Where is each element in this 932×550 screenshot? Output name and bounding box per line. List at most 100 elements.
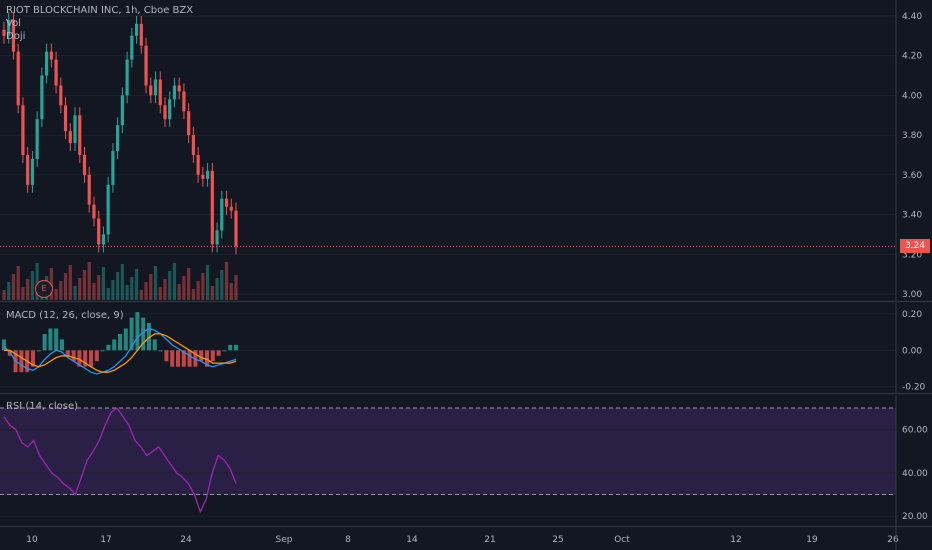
rsi-legend: RSI (14, close) [6, 400, 78, 413]
volume-bar [82, 270, 87, 300]
candle-body [201, 174, 205, 179]
candle-body [163, 105, 167, 120]
candle-body [149, 85, 153, 96]
candle-body [63, 105, 68, 132]
candle-body [182, 91, 186, 112]
candle-body [111, 151, 115, 185]
volume-bar [68, 265, 72, 300]
volume-bar [139, 290, 143, 300]
macd-histogram-bar [141, 317, 146, 351]
candle-body [101, 234, 106, 245]
macd-tick-label: -0.20 [902, 383, 926, 393]
price-tick-label: 3.80 [902, 131, 922, 141]
rsi-pane[interactable]: 60.00 40.00 20.00 RSI (14, close) [0, 395, 932, 527]
macd-histogram-bar [170, 350, 175, 367]
candle-body [234, 210, 238, 247]
volume-bar [191, 289, 195, 300]
macd-histogram-bar [164, 350, 169, 362]
rsi-tick-label: 40.00 [902, 469, 928, 479]
time-axis[interactable]: 10 17 24 Sep 8 14 21 25 Oct 12 19 26 [0, 527, 932, 550]
candle-body [144, 45, 148, 86]
rsi-band-fill [0, 407, 896, 495]
candle-body [139, 23, 143, 46]
indicator-doji-label: Doji [6, 31, 26, 42]
macd-line [3, 327, 237, 375]
price-tick-label: 4.40 [902, 12, 922, 22]
volume-bar [182, 276, 186, 300]
macd-histogram-bar [31, 350, 35, 367]
time-tick-label: 25 [552, 535, 563, 545]
time-tick-label: 19 [806, 535, 818, 545]
candle-body [2, 29, 6, 36]
volume-bar [144, 282, 148, 300]
volume-bar [97, 275, 101, 300]
volume-bar [168, 271, 172, 300]
candle-body [205, 170, 210, 179]
volume-bar [158, 287, 162, 300]
time-axis-canvas[interactable]: 10 17 24 Sep 8 14 21 25 Oct 12 19 26 [0, 527, 932, 550]
price-tick-label: 3.60 [902, 171, 922, 181]
candle-body [54, 59, 58, 86]
macd-label: MACD (12, 26, close, 9) [6, 310, 124, 321]
candle-body [215, 230, 219, 245]
candle-body [196, 154, 200, 175]
candle-body [78, 115, 82, 155]
macd-histogram-bar [193, 350, 198, 367]
price-chart-canvas[interactable]: 4.40 4.20 4.00 3.80 3.60 3.40 3.20 3.00 [0, 0, 932, 302]
volume-bar [111, 280, 115, 300]
price-legend: RIOT BLOCKCHAIN INC, 1h, Cboe BZX Vol Do… [6, 4, 193, 43]
rsi-chart-canvas[interactable]: 60.00 40.00 20.00 [0, 395, 932, 527]
candle-body [26, 154, 30, 185]
time-tick-label: 21 [484, 535, 495, 545]
volume-bar [7, 282, 11, 300]
macd-histogram-bar [199, 350, 204, 362]
time-tick-label: 24 [180, 535, 192, 545]
volume-bar [215, 278, 219, 300]
candle-body [116, 125, 120, 151]
macd-histogram-bar [106, 344, 111, 351]
candle-body [7, 19, 11, 36]
candle-body [158, 79, 162, 106]
macd-histogram-bar [205, 350, 209, 367]
volume-bar [201, 273, 205, 300]
candle-body [40, 75, 44, 120]
candle-body [210, 170, 214, 245]
indicator-vol-label: Vol [6, 18, 21, 29]
volume-bar [224, 262, 229, 300]
volume-bar [196, 281, 200, 300]
macd-histogram-bar [94, 350, 99, 362]
volume-bar [116, 272, 120, 300]
volume-bar [130, 277, 134, 300]
candle-body [125, 59, 129, 96]
macd-histogram-bar [129, 317, 134, 351]
macd-histogram-bar [112, 339, 117, 351]
volume-bar [120, 264, 124, 300]
macd-histogram-bar [19, 350, 24, 373]
macd-histogram-bar [147, 323, 151, 351]
candle-body [153, 79, 158, 96]
macd-tick-label: 0.00 [902, 346, 922, 356]
macd-histogram-bar [234, 344, 238, 351]
signal-line [4, 333, 237, 373]
price-pane[interactable]: 4.40 4.20 4.00 3.80 3.60 3.40 3.20 3.00 RIOT BL… [0, 0, 932, 302]
macd-histogram-bar [187, 350, 192, 367]
earnings-badge[interactable]: E [35, 280, 53, 298]
rsi-label: RSI (14, close) [6, 401, 79, 412]
candle-body [97, 218, 101, 245]
macd-histogram-bar [89, 350, 93, 367]
candle-body [172, 85, 177, 100]
volume-bar [30, 271, 35, 300]
volume-bar [92, 283, 96, 300]
time-tick-label: Oct [614, 535, 630, 545]
volume-bar [205, 265, 210, 300]
macd-histogram-bar [65, 350, 70, 356]
candle-body [49, 51, 53, 60]
macd-chart-canvas[interactable]: 0.20 0.00 -0.20 [0, 303, 932, 394]
volume-bar [11, 274, 16, 300]
volume-bar [2, 290, 6, 300]
volume-bar [234, 275, 238, 300]
volume-bar [229, 283, 233, 300]
candle-body [177, 85, 181, 92]
macd-pane[interactable]: 0.20 0.00 -0.20 MACD (12, 26, close, 9) [0, 303, 932, 394]
